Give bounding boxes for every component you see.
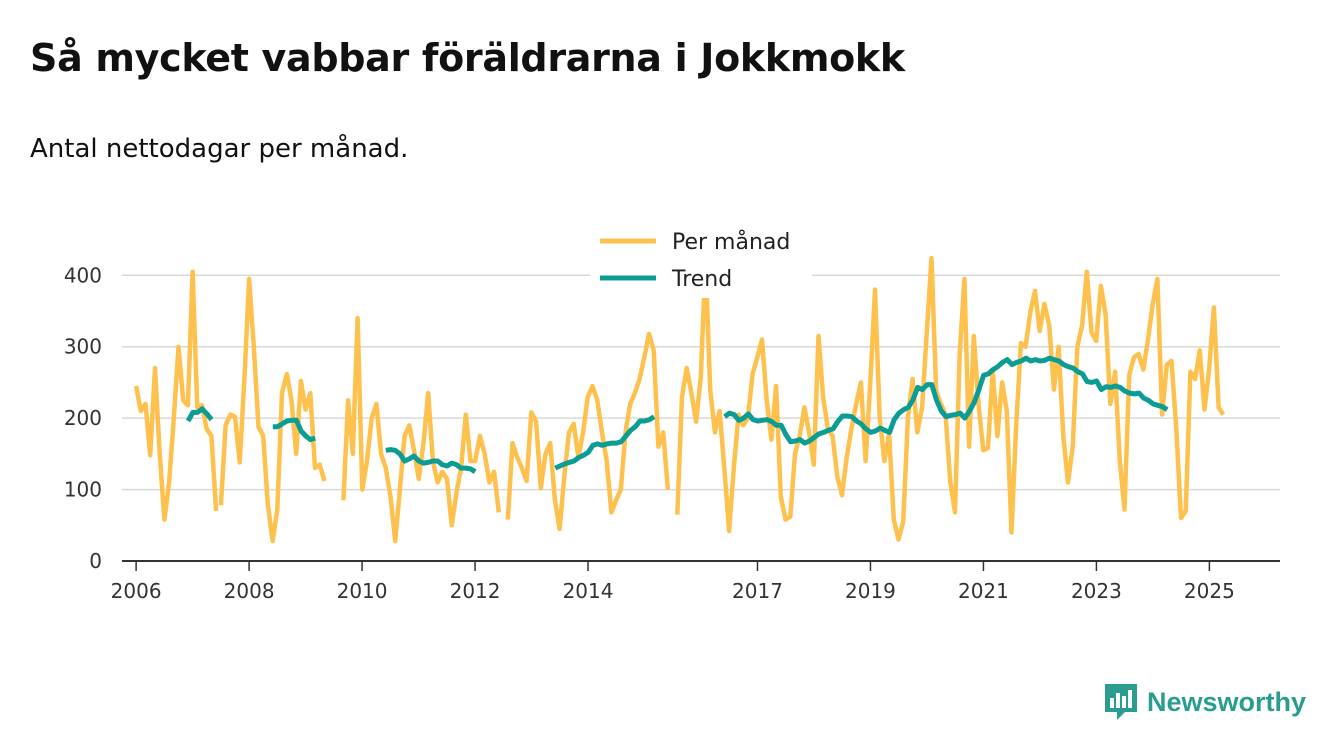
x-tick-label: 2010 [337, 579, 388, 603]
x-tick-label: 2012 [450, 579, 501, 603]
legend-background [590, 222, 812, 298]
series-per-m-nad [133, 255, 1226, 544]
legend-label-per-manad: Per månad [672, 229, 790, 255]
x-tick-label: 2006 [111, 579, 162, 603]
series-line-trend-segment-3 [554, 414, 656, 471]
chart-subtitle: Antal nettodagar per månad. [30, 134, 409, 164]
chart-title: Så mycket vabbar föräldrarna i Jokkmokk [30, 36, 905, 80]
series-line-trend-segment-0 [185, 406, 214, 423]
x-tick-label: 2017 [732, 579, 783, 603]
series-line-per-m-nad-segment-0 [133, 269, 219, 522]
series-line-trend-segment-1 [272, 417, 316, 443]
series-trend [185, 355, 1169, 474]
newsworthy-logo-icon [1105, 684, 1137, 720]
brand-name: Newsworthy [1147, 686, 1307, 717]
series-line-per-m-nad-segment-1 [218, 276, 327, 544]
y-tick-label: 400 [64, 263, 102, 287]
x-tick-label: 2008 [224, 579, 275, 603]
series [133, 255, 1226, 544]
x-tick-label: 2021 [958, 579, 1009, 603]
axes: 0 100 200 300 400 2006 2008 2010 2012 2014 2017 201… [64, 263, 1280, 603]
series-line-trend-segment-2 [385, 447, 477, 474]
y-tick-label: 100 [64, 478, 102, 502]
x-tick-label: 2025 [1184, 579, 1235, 603]
x-tick-label: 2019 [845, 579, 896, 603]
series-line-per-m-nad-segment-4 [675, 255, 1226, 542]
brand-logo: Newsworthy [1103, 682, 1306, 722]
legend-label-trend: Trend [671, 267, 732, 292]
y-tick-label: 300 [64, 335, 102, 359]
y-tick-label: 200 [64, 406, 102, 430]
x-tick-label: 2014 [563, 579, 614, 603]
legend: Per månad Trend [590, 222, 812, 298]
y-tick-label: 0 [89, 549, 102, 573]
series-line-per-m-nad-segment-2 [341, 315, 502, 544]
series-line-per-m-nad-segment-3 [505, 331, 671, 532]
x-tick-label: 2023 [1071, 579, 1122, 603]
series-line-trend-segment-4 [723, 355, 1169, 446]
